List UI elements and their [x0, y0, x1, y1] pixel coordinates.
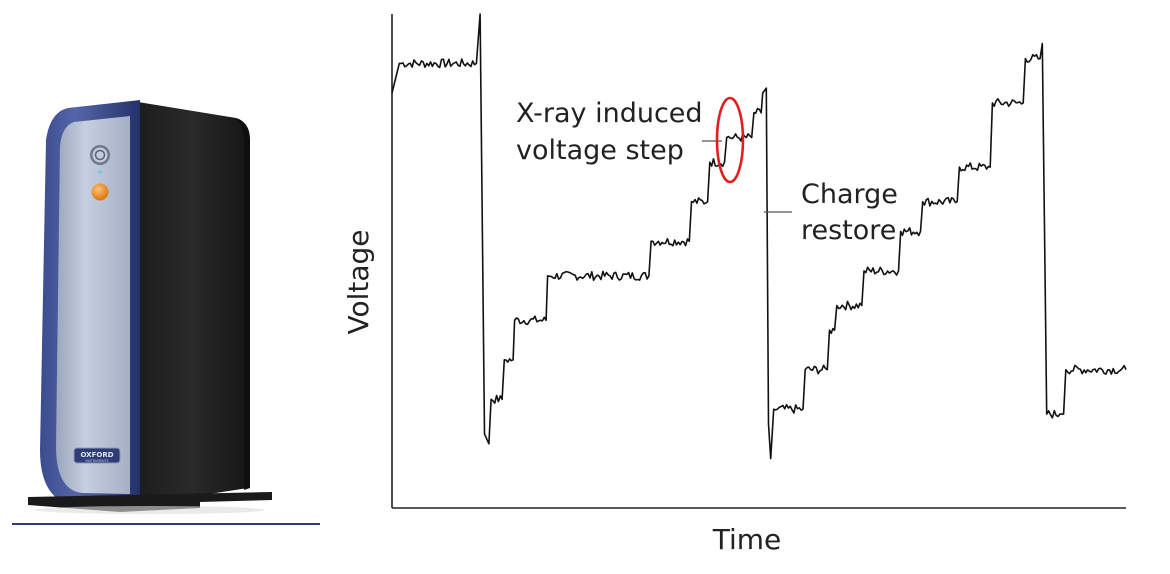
xray-step-label-line1: X-ray induced: [516, 98, 703, 129]
device-side-panel: [138, 102, 248, 505]
charge-restore-label-line2: restore: [801, 215, 896, 246]
svg-text:INSTRUMENTS: INSTRUMENTS: [86, 459, 109, 463]
oxford-instruments-logo: OXFORD INSTRUMENTS: [73, 447, 121, 464]
xray-step-label-line2: voltage step: [516, 135, 684, 166]
device-rear-fin: [236, 118, 250, 490]
x-axis-label: Time: [712, 523, 782, 556]
power-button-icon: [90, 145, 110, 165]
xray-step-annotation: X-ray induced voltage step: [516, 96, 745, 184]
orange-indicator-icon: [91, 183, 109, 201]
charge-restore-label-line1: Charge: [801, 179, 898, 210]
y-axis-label: Voltage: [342, 229, 375, 334]
xray-step-highlight-ellipse: [715, 96, 745, 184]
status-led-icon: [98, 170, 102, 174]
svg-text:OXFORD: OXFORD: [80, 451, 113, 459]
charge-restore-annotation: Charge restore: [764, 179, 898, 246]
voltage-signal-line: [391, 13, 1127, 460]
detector-device-photo: OXFORD INSTRUMENTS: [0, 0, 330, 570]
device-front-panel: [56, 116, 130, 494]
chart-canvas: Time Voltage X-ray induced voltage step …: [342, 13, 1127, 556]
voltage-time-chart: Time Voltage X-ray induced voltage step …: [330, 0, 1170, 570]
detector-device-illustration: OXFORD INSTRUMENTS: [12, 100, 320, 525]
